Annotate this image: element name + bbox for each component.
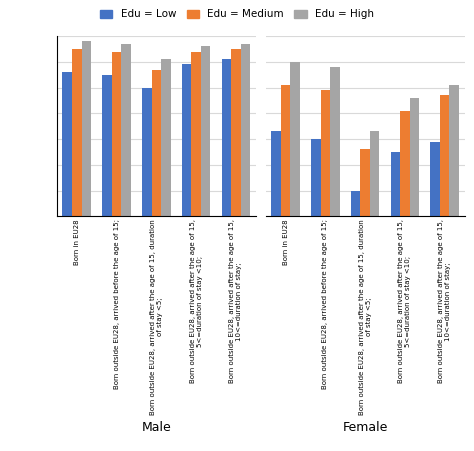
Bar	[440, 95, 449, 216]
Bar	[330, 67, 340, 216]
Bar	[430, 142, 440, 216]
Bar	[370, 131, 379, 216]
Bar	[161, 59, 171, 216]
Bar	[449, 85, 459, 216]
Bar	[191, 51, 201, 216]
Bar	[142, 87, 152, 216]
Legend: Edu = Low, Edu = Medium, Edu = High: Edu = Low, Edu = Medium, Edu = High	[96, 5, 378, 23]
Bar	[311, 139, 320, 216]
X-axis label: Female: Female	[342, 421, 388, 433]
Bar	[281, 85, 291, 216]
Bar	[271, 131, 281, 216]
Bar	[351, 191, 360, 216]
Bar	[320, 90, 330, 216]
Bar	[360, 149, 370, 216]
Bar	[241, 44, 250, 216]
Bar	[102, 75, 112, 216]
Bar	[231, 49, 241, 216]
Bar	[82, 41, 91, 216]
Bar	[63, 72, 72, 216]
Bar	[121, 44, 131, 216]
Bar	[112, 51, 121, 216]
Bar	[182, 64, 191, 216]
Bar	[72, 49, 82, 216]
Bar	[201, 46, 210, 216]
Bar	[400, 111, 410, 216]
Bar	[410, 98, 419, 216]
Bar	[391, 152, 400, 216]
Bar	[291, 62, 300, 216]
Bar	[221, 59, 231, 216]
Bar	[152, 69, 161, 216]
X-axis label: Male: Male	[141, 421, 171, 433]
